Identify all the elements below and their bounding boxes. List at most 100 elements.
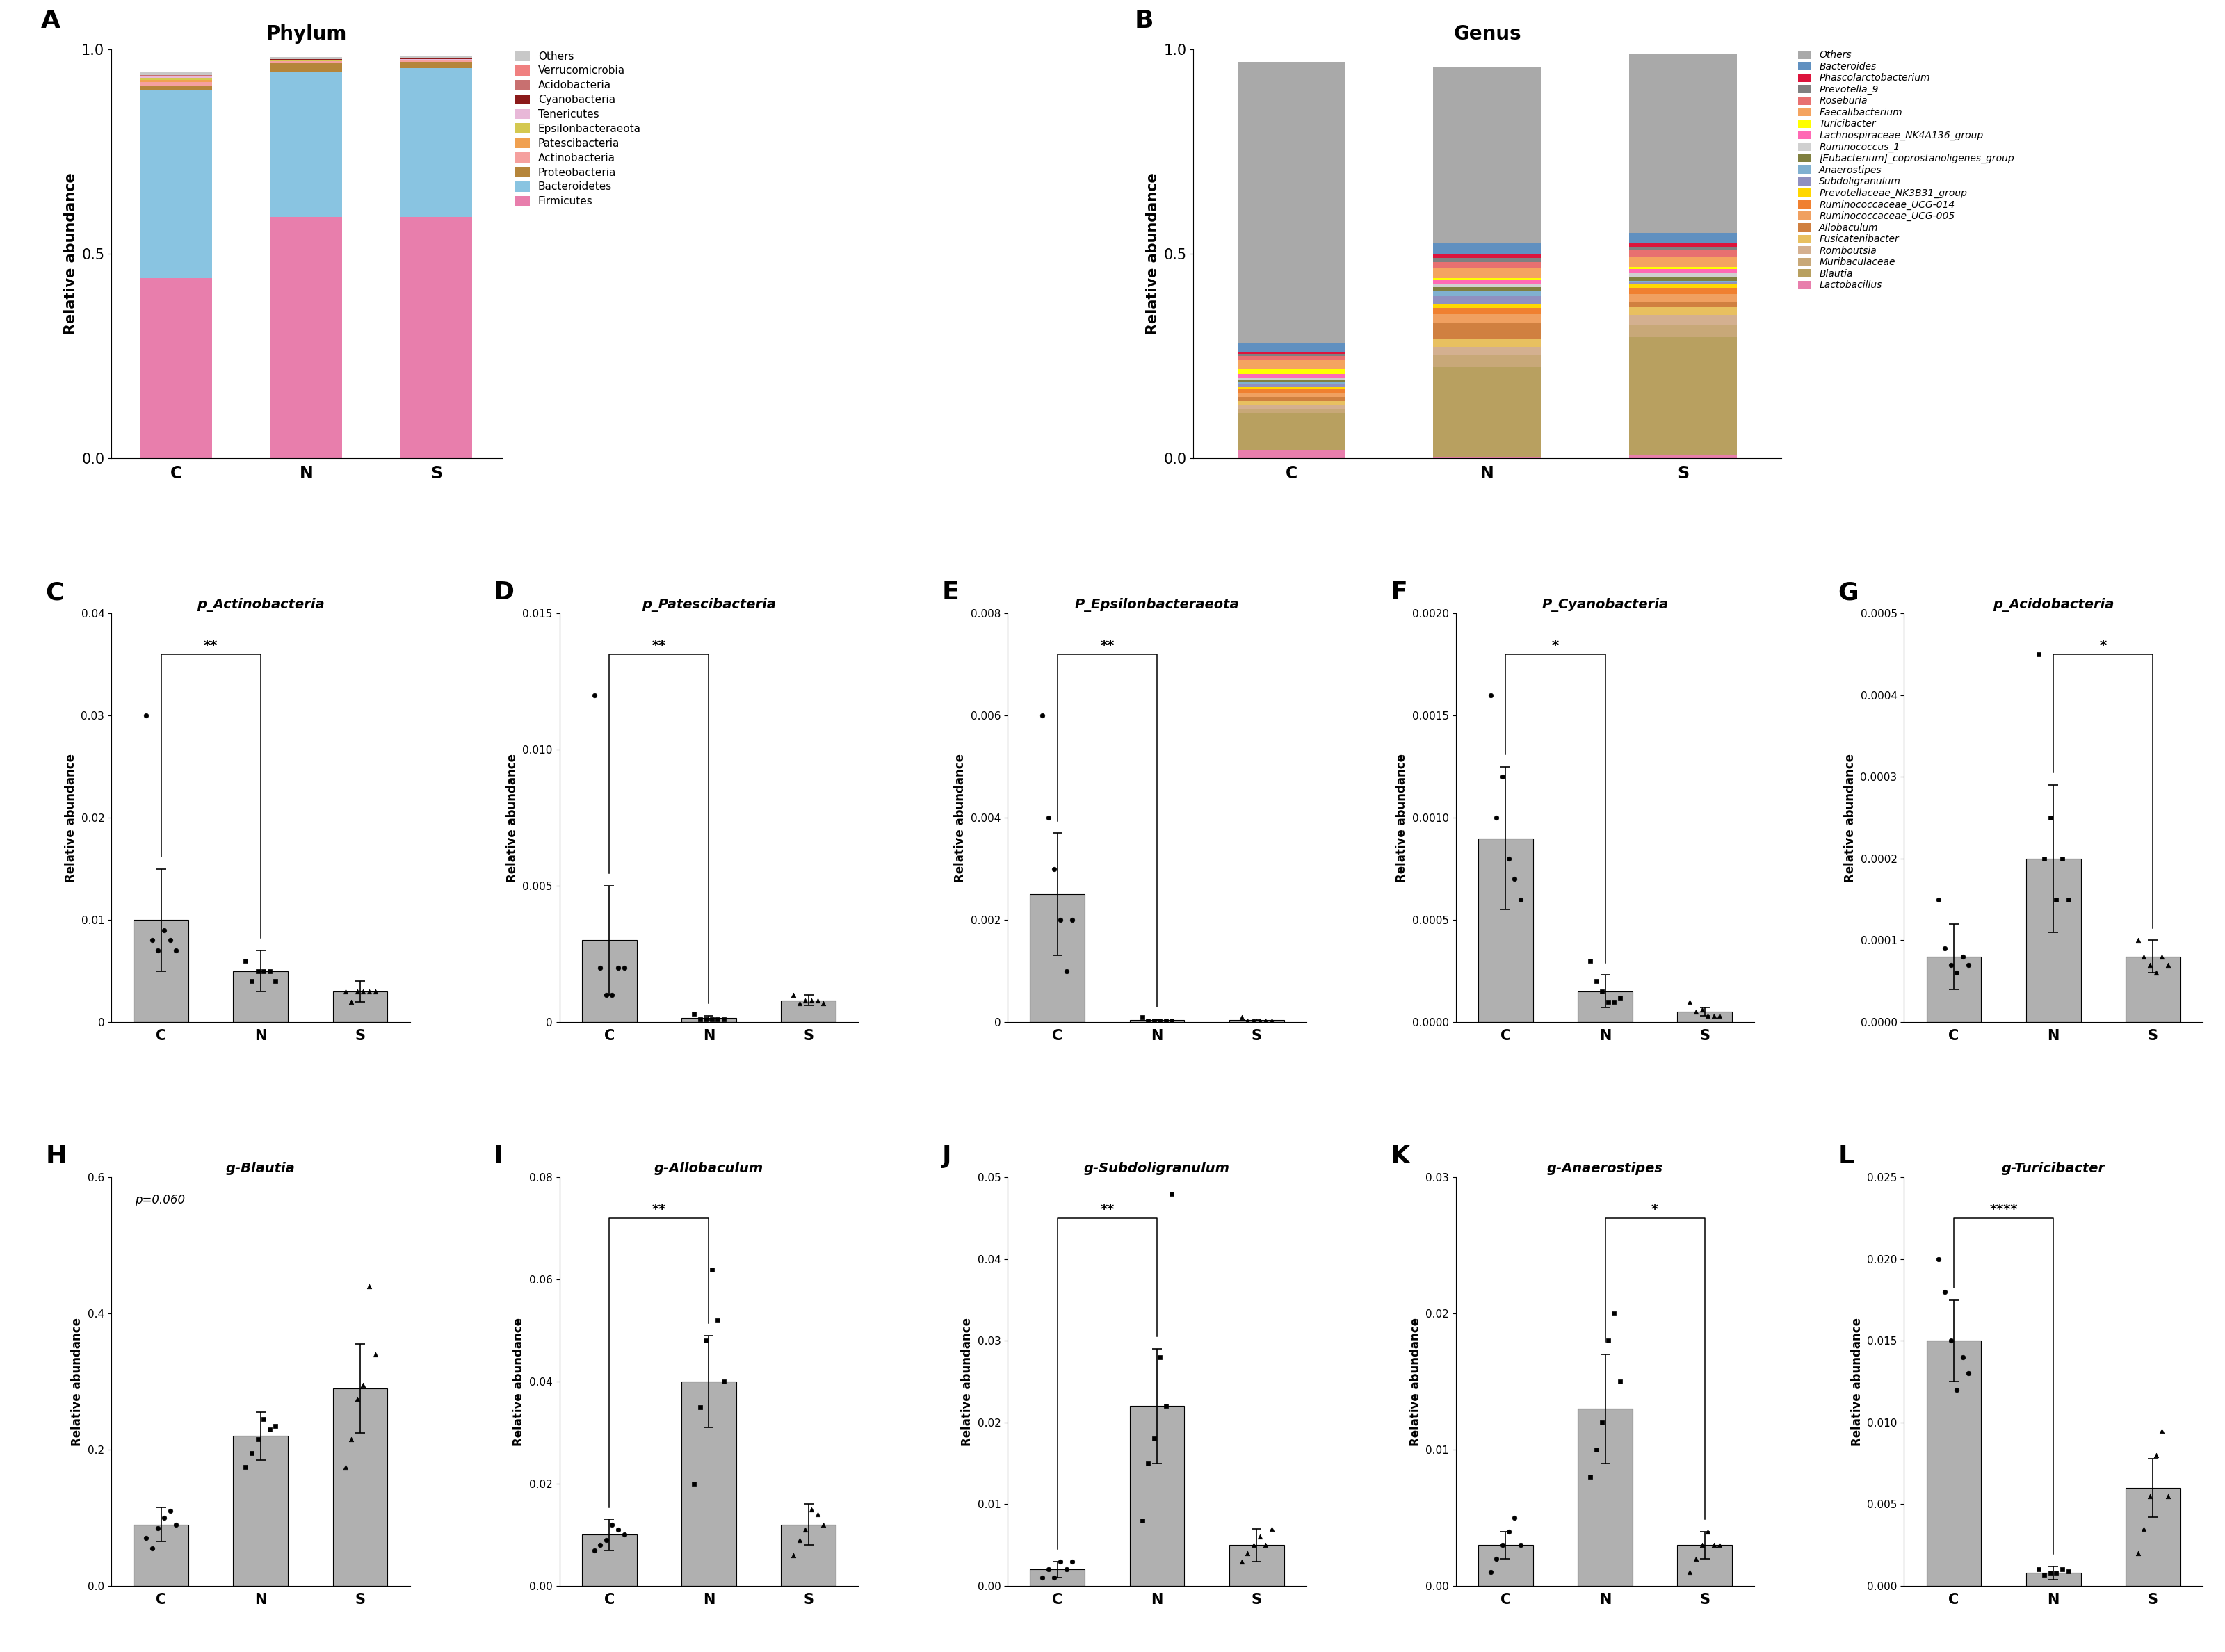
Point — [2027, 846, 2063, 872]
Point — [805, 990, 841, 1016]
Bar — [400, 56, 472, 58]
Point — [240, 1426, 276, 1452]
Point — [1048, 1556, 1084, 1583]
Bar — [1433, 309, 1542, 314]
Bar — [1237, 357, 1346, 360]
Point — [1695, 1003, 1731, 1029]
Bar — [1237, 360, 1346, 368]
Bar — [1237, 387, 1346, 388]
Bar — [1433, 284, 1542, 287]
Y-axis label: Relative abundance: Relative abundance — [955, 753, 966, 882]
Point — [1137, 1426, 1173, 1452]
Point — [1026, 702, 1061, 729]
Point — [151, 927, 187, 953]
Text: *: * — [1551, 639, 1560, 653]
Title: g-Blautia: g-Blautia — [227, 1161, 296, 1175]
Bar — [1433, 339, 1542, 347]
Point — [805, 1512, 841, 1538]
Point — [2034, 1559, 2069, 1586]
Bar — [1237, 449, 1346, 458]
Bar — [1629, 307, 1738, 316]
Point — [1044, 907, 1079, 933]
Bar — [2125, 957, 2180, 1023]
Bar — [1433, 243, 1542, 254]
Bar — [334, 991, 387, 1023]
Bar — [1237, 344, 1346, 352]
Point — [158, 937, 194, 963]
Bar — [1678, 1011, 1733, 1023]
Point — [2145, 1417, 2180, 1444]
Point — [1044, 1548, 1079, 1574]
Point — [327, 978, 363, 1004]
Point — [147, 1505, 182, 1531]
Point — [1155, 1008, 1190, 1034]
Point — [1691, 1518, 1727, 1545]
Point — [1253, 1515, 1288, 1541]
Bar — [1433, 355, 1542, 367]
Bar — [1237, 401, 1346, 405]
Point — [781, 1526, 817, 1553]
Point — [1671, 988, 1707, 1014]
Bar — [1433, 254, 1542, 258]
Text: **: ** — [652, 639, 665, 653]
Point — [781, 990, 817, 1016]
Bar — [1433, 296, 1542, 304]
Point — [240, 958, 276, 985]
Point — [158, 1512, 194, 1538]
Point — [601, 1517, 636, 1543]
Point — [1480, 805, 1515, 831]
Bar — [1237, 368, 1346, 375]
Bar — [1237, 388, 1346, 393]
Point — [2045, 846, 2080, 872]
Point — [594, 1512, 630, 1538]
Point — [251, 958, 287, 985]
Bar — [140, 81, 211, 83]
Point — [1678, 1546, 1713, 1573]
Point — [799, 1502, 834, 1528]
Bar — [1629, 294, 1738, 302]
Text: *: * — [1651, 1203, 1658, 1216]
Point — [2120, 927, 2156, 953]
Point — [2127, 943, 2163, 970]
Bar — [1237, 385, 1346, 387]
Point — [587, 1526, 623, 1553]
Text: H: H — [44, 1145, 67, 1168]
Point — [234, 1441, 269, 1467]
Text: F: F — [1391, 582, 1406, 605]
Bar — [1927, 957, 1980, 1023]
Legend: Others, Verrucomicrobia, Acidobacteria, Cyanobacteria, Tenericutes, Epsilonbacte: Others, Verrucomicrobia, Acidobacteria, … — [514, 51, 641, 206]
Point — [1684, 996, 1720, 1023]
Point — [1497, 1505, 1533, 1531]
Point — [140, 937, 176, 963]
Bar — [1629, 282, 1738, 284]
Point — [334, 1426, 369, 1452]
Text: D: D — [494, 582, 514, 605]
Bar — [1629, 284, 1738, 287]
Point — [576, 1536, 612, 1563]
Bar — [1629, 456, 1738, 458]
Point — [2138, 960, 2174, 986]
Point — [358, 978, 394, 1004]
Bar — [1433, 314, 1542, 322]
Point — [1934, 952, 1969, 978]
Bar — [1629, 256, 1738, 268]
Bar — [134, 1525, 189, 1586]
Text: B: B — [1135, 8, 1153, 33]
Bar — [1030, 1569, 1086, 1586]
Bar — [140, 78, 211, 81]
Title: P_Epsilonbacteraeota: P_Epsilonbacteraeota — [1075, 598, 1239, 613]
Bar — [400, 61, 472, 68]
Bar — [1629, 278, 1738, 281]
Text: A: A — [40, 8, 60, 33]
Bar — [1578, 991, 1633, 1023]
Point — [1055, 907, 1090, 933]
Y-axis label: Relative abundance: Relative abundance — [1845, 753, 1856, 882]
Point — [1927, 1279, 1962, 1305]
Point — [1235, 1008, 1270, 1034]
Y-axis label: Relative abundance: Relative abundance — [961, 1317, 972, 1446]
Point — [1595, 1300, 1631, 1327]
Point — [1573, 948, 1609, 975]
Point — [129, 702, 165, 729]
Point — [705, 1368, 741, 1394]
Bar — [1228, 1019, 1284, 1023]
